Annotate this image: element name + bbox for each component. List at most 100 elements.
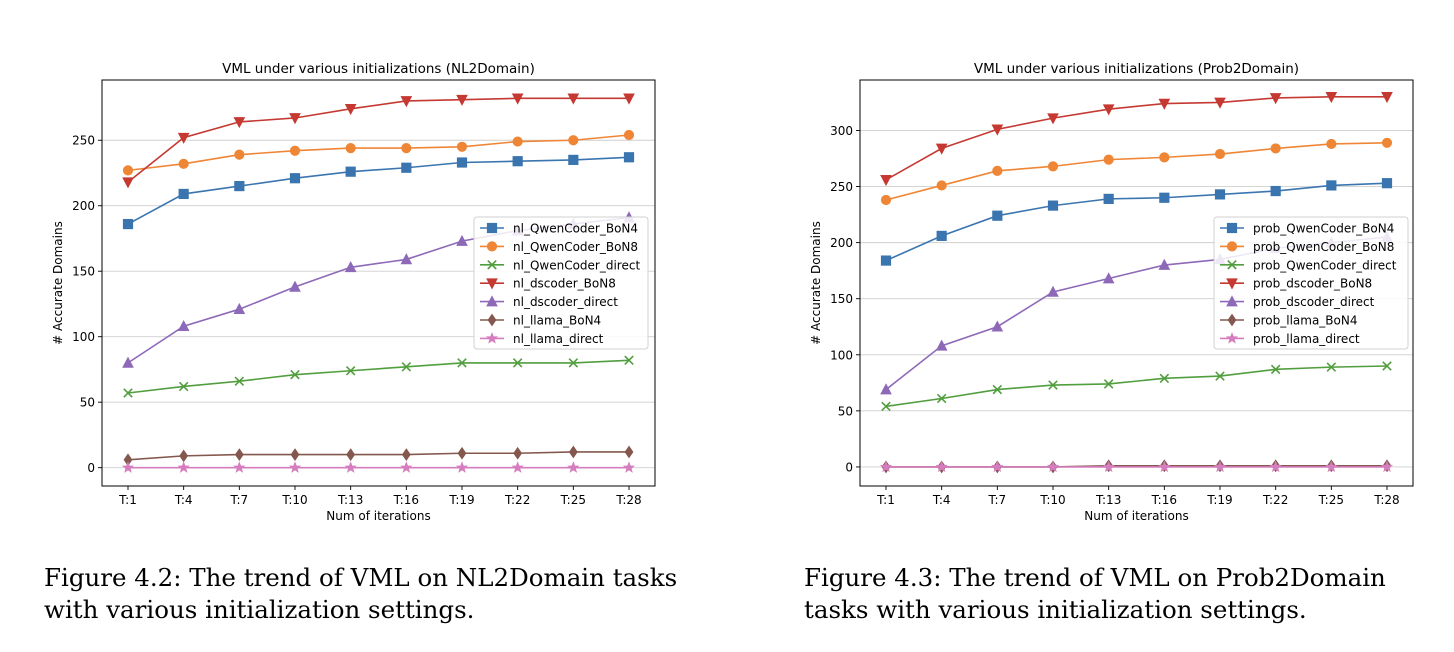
data-point: [457, 358, 467, 368]
data-point: [1159, 192, 1170, 203]
data-point: [401, 362, 412, 372]
data-point: [455, 461, 469, 473]
series-line: [885, 96, 1387, 181]
legend-label: nl_QwenCoder_BoN4: [513, 222, 638, 236]
series-prob_dscoder_BoN8: [880, 92, 1393, 187]
y-tick-label: 50: [80, 396, 95, 410]
x-tick-label: T:10: [1039, 493, 1065, 507]
data-point: [177, 132, 190, 144]
data-point: [1270, 143, 1281, 154]
data-point: [456, 94, 468, 106]
legend-item: prob_dscoder_BoN8: [1220, 277, 1372, 291]
x-axis-label: Num of iterations: [326, 509, 430, 523]
data-point: [122, 356, 134, 368]
data-point: [568, 445, 578, 459]
data-point: [1215, 371, 1225, 381]
legend-swatch-marker: [486, 295, 498, 307]
data-point: [233, 302, 246, 314]
data-point: [1103, 154, 1114, 165]
legend-item: prob_QwenCoder_direct: [1220, 258, 1397, 272]
legend-label: prob_llama_BoN4: [1253, 314, 1358, 328]
legend-label: prob_dscoder_direct: [1253, 295, 1375, 309]
series-nl_llama_direct: [121, 461, 636, 473]
data-point: [568, 358, 579, 368]
data-point: [289, 173, 301, 184]
data-point: [568, 135, 579, 146]
data-point: [401, 143, 412, 154]
data-point: [178, 158, 189, 169]
x-tick-label: T:19: [448, 493, 474, 507]
legend: prob_QwenCoder_BoN4 prob_QwenCoder_BoN8pr…: [1213, 216, 1409, 350]
legend-item: prob_QwenCoder_BoN8: [1220, 240, 1394, 254]
x-tick-label: T:7: [229, 493, 248, 507]
legend-swatch-marker: [1227, 260, 1237, 270]
data-point: [512, 136, 523, 147]
x-tick-label: T:22: [1262, 493, 1288, 507]
figure-caption: Figure 4.2: The trend of VML on NL2Domai…: [44, 563, 678, 624]
data-point: [233, 117, 246, 129]
series-nl_dscoder_BoN8: [122, 93, 635, 189]
y-tick-label: 250: [830, 180, 853, 194]
data-point: [1325, 92, 1338, 104]
y-tick-label: 150: [72, 265, 95, 279]
legend-label: nl_llama_direct: [513, 332, 604, 346]
x-axis-ticks: T:1 T:4 T:7 T:10 T:13 T:16 T:19 T:22 T:25 T:28: [118, 486, 642, 507]
legend-item: nl_QwenCoder_direct: [480, 258, 640, 272]
data-point: [178, 188, 189, 200]
legend-swatch-marker: [1226, 278, 1238, 290]
data-point: [992, 384, 1003, 395]
y-axis-label: # Accurate Domains: [809, 221, 823, 345]
data-point: [1326, 362, 1337, 372]
x-tick-label: T:10: [281, 493, 307, 507]
x-tick-label: T:19: [1206, 493, 1232, 507]
legend-item: prob_llama_direct: [1220, 332, 1360, 346]
data-point: [1102, 104, 1115, 116]
legend-item: prob_llama_BoN4: [1220, 314, 1358, 328]
data-point: [1270, 364, 1281, 375]
y-axis-ticks: 0 50 100 150 200 250: [72, 134, 102, 475]
plot-frame: [101, 79, 656, 487]
legend-label: prob_dscoder_BoN8: [1253, 277, 1372, 291]
data-point: [400, 96, 413, 108]
data-point: [513, 446, 523, 460]
legend-swatch-marker: [1227, 313, 1237, 327]
data-point: [1102, 272, 1115, 284]
series-prob_llama_direct: [879, 460, 1394, 473]
data-point: [289, 280, 301, 292]
data-point: [623, 93, 635, 105]
x-tick-label: T:4: [932, 493, 951, 507]
y-axis-label: # Accurate Domains: [51, 221, 65, 345]
x-tick-label: T:13: [1095, 493, 1121, 507]
series-line: [885, 182, 1388, 262]
data-point: [234, 180, 245, 192]
data-point: [567, 461, 580, 473]
data-point: [880, 383, 892, 395]
x-tick-label: T:22: [504, 493, 530, 507]
data-point: [121, 461, 135, 473]
figure-panel-prob2domain: VML under various initializations (Prob2…: [727, 0, 1454, 652]
series-nl_llama_BoN4: [123, 445, 634, 467]
legend-label: prob_QwenCoder_BoN8: [1253, 240, 1394, 254]
data-point: [1269, 93, 1282, 105]
data-point: [122, 177, 134, 189]
legend-item: nl_llama_direct: [480, 332, 604, 346]
data-point: [457, 446, 467, 460]
data-point: [1047, 285, 1059, 297]
data-point: [1214, 189, 1226, 200]
data-point: [992, 210, 1003, 221]
data-point: [935, 339, 948, 351]
data-point: [290, 448, 300, 461]
data-point: [456, 141, 468, 152]
data-point: [1046, 460, 1060, 473]
x-tick-label: T:16: [393, 493, 419, 507]
x-tick-label: T:25: [560, 493, 586, 507]
data-point: [1382, 361, 1392, 371]
x-tick-label: T:1: [876, 493, 895, 507]
data-point: [345, 365, 356, 376]
x-axis-ticks: T:1 T:4 T:7 T:10 T:13 T:16 T:19 T:22 T:25 T:28: [876, 486, 1400, 507]
legend-label: nl_QwenCoder_direct: [513, 258, 640, 272]
data-point: [345, 166, 356, 177]
y-tick-label: 50: [838, 404, 853, 418]
data-point: [1380, 460, 1394, 473]
legend-swatch-marker: [1226, 295, 1238, 307]
